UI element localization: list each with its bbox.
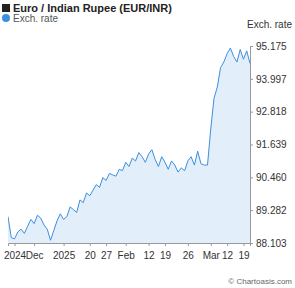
line	[8, 48, 250, 240]
y-tick-label: 90.460	[256, 172, 287, 183]
y-axis-line	[251, 47, 254, 244]
y-tick-label: 95.175	[256, 41, 287, 52]
y-tick-mark	[250, 112, 253, 113]
x-tick: 26	[183, 243, 195, 261]
legend-marker	[2, 14, 10, 22]
x-tick-label: 26	[183, 250, 195, 261]
y-tick-label: 88.103	[256, 238, 287, 249]
plot: 88.103 89.282 90.460 91.639 92.818 93.997 95.1…	[4, 41, 287, 261]
x-tick-mark	[211, 243, 212, 246]
y-tick: 90.460	[250, 172, 287, 183]
y-tick-mark	[250, 46, 253, 47]
x-tick-mark	[106, 243, 107, 246]
y-tick-mark	[250, 79, 253, 80]
y-tick-label: 89.282	[256, 205, 287, 216]
y-tick-mark	[250, 177, 253, 178]
y-axis-title: Exch. rate	[247, 19, 292, 30]
x-axis: 2024Dec20252027Feb121926Mar1219	[4, 243, 251, 261]
x-tick: 2025	[53, 243, 76, 261]
x-tick-mark	[64, 243, 65, 246]
y-tick-label: 92.818	[256, 106, 287, 117]
x-tick-label: 2024	[4, 250, 27, 261]
y-tick: 95.175	[250, 41, 287, 52]
x-tick-label: 20	[85, 250, 97, 261]
x-tick-mark	[188, 243, 189, 246]
y-tick-mark	[250, 210, 253, 211]
x-tick-mark	[165, 243, 166, 246]
y-tick-label: 91.639	[256, 139, 287, 150]
y-tick: 92.818	[250, 106, 287, 117]
y-tick: 89.282	[250, 205, 287, 216]
annotation: © Chartoasis.com	[228, 277, 292, 286]
x-tick: 27	[101, 243, 113, 261]
y-axis: 88.103 89.282 90.460 91.639 92.818 93.997 95.1…	[250, 41, 287, 249]
x-tick: Dec	[26, 243, 44, 261]
y-tick: 91.639	[250, 139, 287, 150]
x-tick-label: 27	[101, 250, 113, 261]
x-tick: 19	[160, 243, 172, 261]
x-tick-mark	[34, 243, 35, 246]
x-tick-mark	[149, 243, 150, 246]
x-axis-line	[9, 244, 251, 247]
x-tick-label: 19	[160, 250, 172, 261]
x-tick-label: 12	[222, 250, 234, 261]
area	[8, 48, 250, 243]
x-tick: 2024	[4, 243, 27, 261]
x-tick: 20	[85, 243, 97, 261]
x-tick: 12	[222, 243, 234, 261]
series-group	[8, 48, 250, 243]
x-tick-mark	[227, 243, 228, 246]
y-tick: 93.997	[250, 74, 287, 85]
x-tick-mark	[15, 243, 16, 246]
x-tick-label: 2025	[53, 250, 76, 261]
x-tick-label: Dec	[26, 250, 44, 261]
legend-label: Exch. rate	[13, 13, 58, 24]
x-tick: 12	[144, 243, 156, 261]
y-tick-label: 93.997	[256, 74, 287, 85]
chart: Euro / Indian Rupee (EUR/INR)Exch. rateE…	[0, 0, 295, 288]
x-tick: 19	[238, 243, 250, 261]
x-tick-label: 12	[144, 250, 156, 261]
x-tick-label: Feb	[118, 250, 136, 261]
y-tick: 88.103	[250, 238, 287, 249]
x-tick-label: 19	[238, 250, 250, 261]
y-tick-mark	[250, 145, 253, 146]
x-tick-mark	[90, 243, 91, 246]
title-icon	[2, 4, 10, 12]
x-tick: Feb	[118, 243, 136, 261]
x-tick-label: Mar	[203, 250, 221, 261]
x-tick-mark	[243, 243, 244, 246]
x-tick-mark	[126, 243, 127, 246]
x-tick: Mar	[203, 243, 221, 261]
